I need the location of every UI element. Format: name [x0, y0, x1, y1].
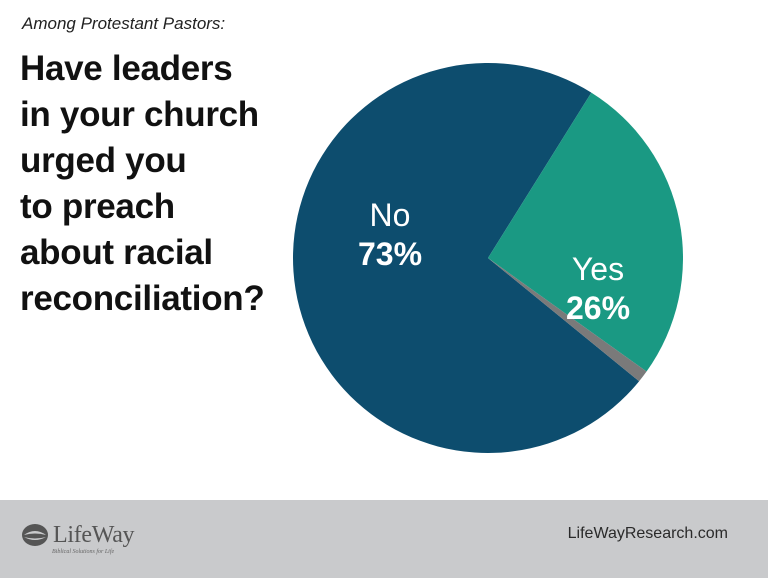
title-line: about racial: [20, 233, 213, 272]
title-line: urged you: [20, 141, 187, 180]
slice-value-not-sure: 1%: [686, 445, 717, 468]
title-line: to preach: [20, 187, 175, 226]
logo-text: LifeWay: [53, 521, 135, 548]
title-line: in your church: [20, 95, 259, 134]
slice-value-yes: 26%: [566, 290, 630, 326]
title-line: reconciliation?: [20, 279, 265, 318]
lifeway-logo: LifeWay: [20, 520, 135, 550]
slice-not-sure: [488, 258, 647, 382]
chart-subtitle: Among Protestant Pastors:: [22, 14, 226, 33]
slice-label-yes: Yes: [572, 251, 624, 287]
footer: LifeWay Biblical Solutions for Life Life…: [0, 500, 768, 578]
website-link[interactable]: LifeWayResearch.com: [567, 525, 728, 542]
title-line: Have leaders: [20, 49, 233, 88]
slice-yes: [488, 92, 683, 372]
slice-label-no: No: [370, 197, 411, 233]
slice-label-not-sure: Not sure: [572, 445, 651, 468]
lifeway-logo-icon: [22, 524, 48, 546]
logo-tagline: Biblical Solutions for Life: [52, 549, 115, 555]
slice-value-no: 73%: [358, 236, 422, 272]
chart-title: Have leaders in your church urged you to…: [20, 46, 300, 322]
slice-no: [293, 63, 640, 454]
